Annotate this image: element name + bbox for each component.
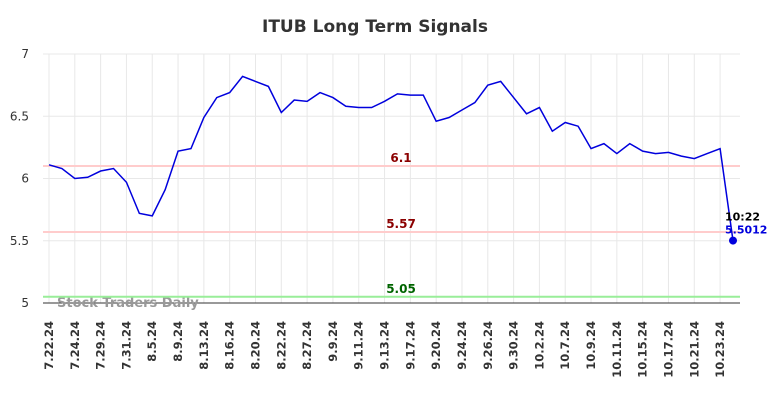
x-tick-label: 8.9.24	[171, 321, 185, 362]
watermark: Stock Traders Daily	[57, 296, 199, 311]
y-tick-label: 5	[21, 296, 29, 310]
y-tick-label: 5.5	[10, 234, 29, 248]
x-tick-label: 10.15.24	[636, 321, 650, 378]
signal-label: 5.57	[386, 217, 416, 231]
last-value: 5.5012	[725, 224, 767, 237]
x-tick-label: 9.24.24	[455, 321, 469, 370]
x-tick-label: 7.24.24	[68, 321, 82, 370]
last-time: 10:22	[725, 211, 760, 224]
x-tick-label: 7.29.24	[94, 321, 108, 370]
x-tick-label: 9.11.24	[352, 321, 366, 370]
x-tick-label: 9.26.24	[481, 321, 495, 370]
x-tick-label: 10.21.24	[687, 321, 701, 378]
x-tick-label: 8.13.24	[197, 321, 211, 370]
chart-title: ITUB Long Term Signals	[262, 17, 488, 37]
x-tick-label: 9.13.24	[378, 321, 392, 370]
x-tick-label: 9.9.24	[326, 321, 340, 362]
x-tick-label: 10.17.24	[661, 321, 675, 378]
x-tick-label: 7.31.24	[119, 321, 133, 370]
y-tick-label: 6	[21, 172, 29, 186]
price-line	[48, 75, 734, 241]
x-tick-label: 10.2.24	[532, 321, 546, 370]
x-tick-label: 8.16.24	[223, 321, 237, 370]
x-tick-label: 8.20.24	[248, 321, 262, 370]
x-tick-label: 7.22.24	[42, 321, 56, 370]
x-tick-label: 8.5.24	[145, 321, 159, 362]
x-tick-label: 10.23.24	[713, 321, 727, 378]
signal-label: 6.1	[390, 151, 411, 165]
signal-label: 5.05	[386, 282, 416, 296]
x-tick-label: 8.22.24	[274, 321, 288, 370]
x-tick-label: 8.27.24	[300, 321, 314, 370]
last-point	[729, 236, 737, 245]
y-tick-label: 6.5	[10, 109, 29, 123]
x-tick-label: 10.11.24	[610, 321, 624, 378]
x-tick-label: 9.30.24	[507, 321, 521, 370]
x-tick-label: 9.17.24	[403, 321, 417, 370]
x-tick-label: 10.9.24	[584, 321, 598, 370]
x-tick-label: 10.7.24	[558, 321, 572, 370]
x-tick-label: 9.20.24	[429, 321, 443, 370]
y-tick-label: 7	[21, 47, 29, 61]
